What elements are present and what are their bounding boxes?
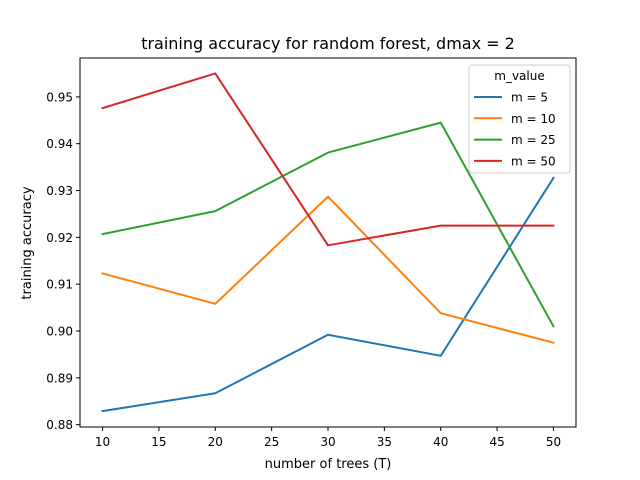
plot-area: 10 15 20 25 30 35 40 45 50 0.88 0.89 0.90 0.91 0.92 0.… bbox=[46, 57, 577, 449]
legend-title: m_value bbox=[494, 69, 544, 83]
x-tick-label: 10 bbox=[95, 435, 110, 449]
x-tick-label: 30 bbox=[320, 435, 335, 449]
x-tick-label: 20 bbox=[208, 435, 223, 449]
y-tick-label: 0.89 bbox=[46, 371, 73, 385]
x-tick-label: 45 bbox=[489, 435, 504, 449]
y-tick-label: 0.88 bbox=[46, 418, 73, 432]
x-tick-label: 25 bbox=[264, 435, 279, 449]
y-tick-label: 0.90 bbox=[46, 325, 73, 339]
y-tick-label: 0.94 bbox=[46, 137, 73, 151]
y-tick-label: 0.91 bbox=[46, 278, 73, 292]
x-axis-label: number of trees (T) bbox=[265, 457, 392, 472]
x-tick-label: 40 bbox=[433, 435, 448, 449]
legend-box bbox=[468, 64, 571, 174]
x-tick-label: 50 bbox=[546, 435, 561, 449]
series-line-2 bbox=[101, 195, 555, 344]
y-tick-label: 0.95 bbox=[46, 90, 73, 104]
series-line-4 bbox=[101, 72, 555, 247]
legend-entry: m = 5 bbox=[511, 91, 548, 105]
legend-entry: m = 25 bbox=[511, 133, 556, 147]
x-tick-label: 15 bbox=[151, 435, 166, 449]
x-tick-label: 35 bbox=[377, 435, 392, 449]
y-axis-label: training accuracy bbox=[20, 186, 35, 299]
legend-entry: m = 10 bbox=[511, 112, 556, 126]
chart-title: training accuracy for random forest, dma… bbox=[141, 34, 515, 53]
series-line-1 bbox=[101, 176, 555, 413]
legend-entry: m = 50 bbox=[511, 154, 556, 168]
y-tick-label: 0.92 bbox=[46, 231, 73, 245]
series-line-3 bbox=[101, 121, 555, 328]
y-tick-label: 0.93 bbox=[46, 184, 73, 198]
